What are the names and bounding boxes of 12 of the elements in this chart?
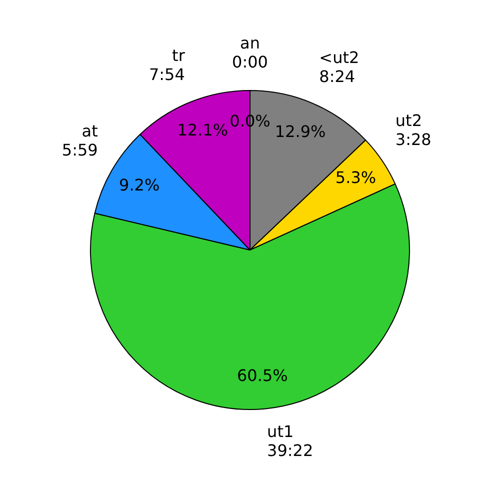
data-label: 9.2% bbox=[119, 176, 160, 195]
data-label: 5.3% bbox=[335, 168, 376, 187]
slice-label: at 5:59 bbox=[62, 122, 98, 160]
data-label: 60.5% bbox=[236, 366, 288, 386]
data-label: 12.1% bbox=[177, 120, 228, 140]
data-label: 12.9% bbox=[274, 122, 326, 141]
category-label: an 0:00 bbox=[232, 34, 268, 72]
text: 0.0% bbox=[230, 112, 270, 131]
slice-label: <ut2 8:24 bbox=[319, 48, 360, 86]
slice-label: ut2 3:28 bbox=[395, 110, 432, 149]
slice-label: tr 7:54 bbox=[148, 46, 186, 84]
slice-label: ut1 39:22 bbox=[267, 422, 314, 460]
